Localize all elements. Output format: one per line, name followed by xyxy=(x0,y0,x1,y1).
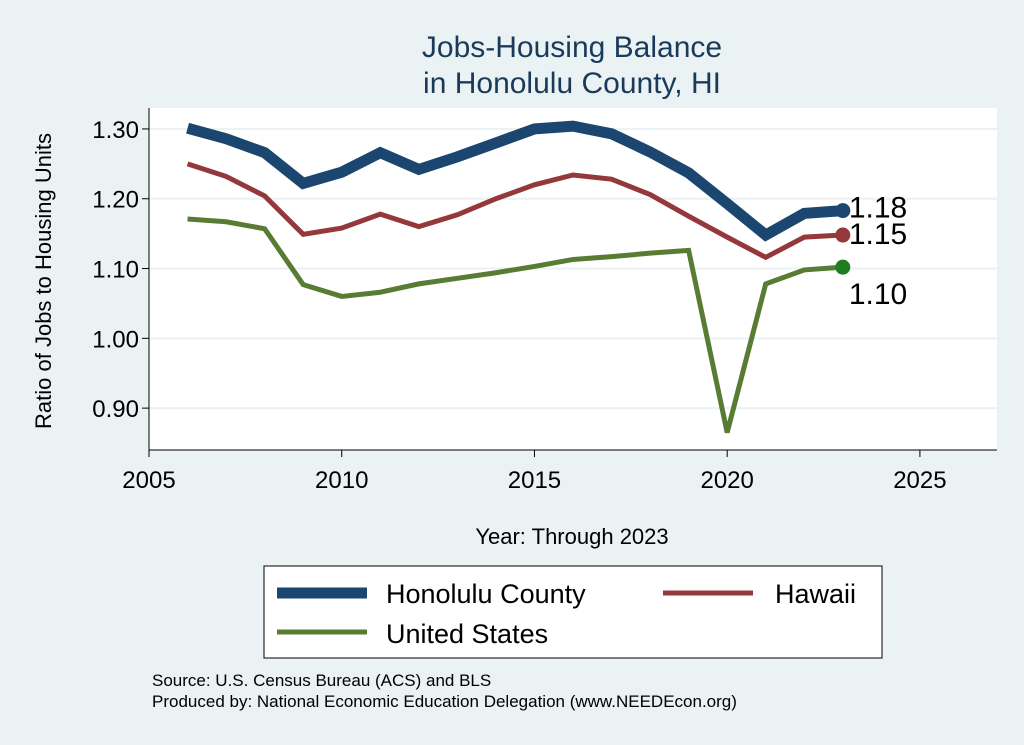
legend-label-honolulu: Honolulu County xyxy=(386,579,586,609)
legend-label-united-states: United States xyxy=(386,619,548,649)
x-tick-label: 2015 xyxy=(508,467,561,494)
y-tick-label: 0.90 xyxy=(92,396,139,423)
hawaii-end-label: 1.15 xyxy=(849,218,907,251)
producer-note: Produced by: National Economic Education… xyxy=(152,692,737,712)
y-tick-label: 1.00 xyxy=(92,326,139,353)
x-tick-label: 2020 xyxy=(700,467,753,494)
y-ticks: 0.90 1.00 1.10 1.20 1.30 xyxy=(92,117,149,423)
x-ticks: 2005 2010 2015 2020 2025 xyxy=(122,450,946,494)
y-axis-title: Ratio of Jobs to Housing Units xyxy=(31,133,56,429)
x-axis-title: Year: Through 2023 xyxy=(475,524,668,549)
chart-title-line1: Jobs-Housing Balance xyxy=(422,31,722,64)
x-tick-label: 2010 xyxy=(315,467,368,494)
y-tick-label: 1.10 xyxy=(92,257,139,284)
x-tick-label: 2025 xyxy=(893,467,946,494)
united-states-end-marker xyxy=(835,260,850,275)
y-tick-label: 1.30 xyxy=(92,117,139,144)
legend-label-hawaii: Hawaii xyxy=(775,579,856,609)
legend: Honolulu County Hawaii United States xyxy=(264,566,882,658)
source-note: Source: U.S. Census Bureau (ACS) and BLS xyxy=(152,671,491,691)
chart-title-line2: in Honolulu County, HI xyxy=(423,67,721,100)
y-tick-label: 1.20 xyxy=(92,187,139,214)
united-states-end-label: 1.10 xyxy=(849,278,907,311)
x-tick-label: 2005 xyxy=(122,467,175,494)
